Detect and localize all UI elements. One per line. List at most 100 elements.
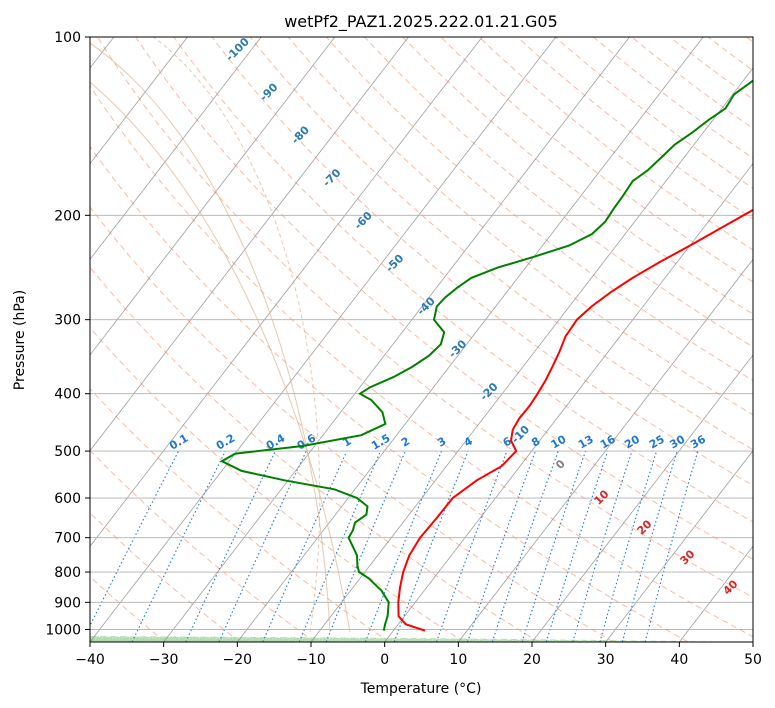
plot-frame xyxy=(89,36,754,643)
x-axis: −40 −30 −20 −10 0 10 20 30 40 50 xyxy=(75,642,762,668)
mixing-ratio-label: 0.1 xyxy=(167,432,190,453)
isohume-label: 0 xyxy=(553,457,568,472)
x-tick-label: 0 xyxy=(380,652,389,668)
mixing-ratio-line xyxy=(218,450,307,642)
moist-adiabat-line xyxy=(90,637,643,642)
profile-lines xyxy=(219,79,753,632)
isohume-label: -80 xyxy=(289,123,312,146)
isohume-label: -100 xyxy=(223,35,252,64)
x-tick-label: 40 xyxy=(670,652,688,668)
mixing-ratio-label: 10 xyxy=(549,432,569,451)
isotherm-line xyxy=(237,37,704,642)
theta-label: 40 xyxy=(721,577,741,597)
mixing-ratio-line xyxy=(262,450,348,642)
isotherm-line xyxy=(531,354,753,642)
mixing-ratio-label: 8 xyxy=(529,435,542,450)
mixing-ratio-label: 3 xyxy=(435,435,448,450)
mixing-ratio-line xyxy=(572,450,633,642)
mixing-ratio-line xyxy=(325,450,406,642)
mixing-ratio-line xyxy=(466,450,537,642)
dry-adiabat-line xyxy=(90,327,465,642)
dry-adiabat-line xyxy=(90,575,166,642)
mixing-ratio-label: 0.6 xyxy=(295,431,319,452)
mixing-ratio-label: 16 xyxy=(598,432,618,451)
isotherm-line xyxy=(679,545,753,642)
mixing-ratio-label: 2 xyxy=(399,435,412,450)
dry-adiabat-line xyxy=(745,37,753,43)
x-tick-label: 10 xyxy=(449,652,467,668)
mixing-ratio-label: 25 xyxy=(647,433,667,452)
x-axis-label: Temperature (°C) xyxy=(360,681,482,697)
isotherm-line xyxy=(605,450,753,642)
y-tick-label: 400 xyxy=(54,387,81,403)
reference-curve xyxy=(90,42,331,633)
isotherm-line xyxy=(310,67,753,642)
dry-adiabat-line xyxy=(90,388,390,642)
y-tick-label: 200 xyxy=(54,208,81,224)
dry-adiabat-line xyxy=(90,266,540,642)
mixing-ratio-line xyxy=(90,450,179,627)
x-tick-label: −40 xyxy=(75,652,105,668)
isotherm-line xyxy=(90,37,409,452)
theta-label: 20 xyxy=(635,517,655,537)
mixing-ratio-line xyxy=(545,450,609,642)
dry-adiabat-line xyxy=(631,37,753,130)
dry-adiabat-line xyxy=(135,37,753,560)
isotherm-line xyxy=(90,37,557,642)
dry-adiabat-line xyxy=(173,37,753,523)
dry-adiabat-line xyxy=(440,37,753,283)
reference-curve xyxy=(152,37,321,633)
x-tick-label: 30 xyxy=(597,652,615,668)
y-tick-label: 600 xyxy=(54,491,81,507)
dry-adiabat-line xyxy=(516,37,753,220)
dry-adiabat-line xyxy=(90,449,315,642)
mixing-ratio-line xyxy=(599,450,658,642)
dry-adiabat-line xyxy=(555,37,753,189)
line-labels: 0.1 0.2 0.4 0.6 1 1.5 2 3 4 6 8 10 13 16 20 25 30 36-100-… xyxy=(167,35,741,598)
dry-adiabat-line xyxy=(97,37,753,599)
y-tick-label: 300 xyxy=(54,313,81,329)
y-tick-label: 900 xyxy=(54,595,81,611)
moist-adiabat-line xyxy=(90,636,680,642)
dry-adiabat-line xyxy=(326,37,753,382)
isohume-label: -50 xyxy=(383,252,406,275)
chart-title: wetPf2_PAZ1.2025.222.01.21.G05 xyxy=(284,12,558,32)
x-tick-label: −30 xyxy=(149,652,179,668)
moist-adiabat-line xyxy=(90,635,717,642)
y-tick-label: 800 xyxy=(54,565,81,581)
mixing-ratio-label: 13 xyxy=(576,433,596,452)
isotherm-line xyxy=(90,37,188,165)
mixing-ratio-line xyxy=(435,450,508,642)
isotherm-line xyxy=(752,641,753,642)
isohume-label: -60 xyxy=(352,209,375,232)
mixing-ratio-line xyxy=(621,450,678,642)
isohume-label: -70 xyxy=(320,166,343,189)
mixing-ratio-line xyxy=(131,450,226,642)
temperature-profile-line xyxy=(397,208,753,632)
isotherm-line xyxy=(90,37,336,356)
x-tick-label: −20 xyxy=(223,652,253,668)
dewpoint-profile-line xyxy=(219,79,753,631)
theta-label: 10 xyxy=(592,487,612,507)
dry-adiabat-line xyxy=(90,145,689,642)
mixing-ratio-line xyxy=(491,450,559,642)
dry-adiabat-line xyxy=(478,37,753,251)
mixing-ratio-label: 20 xyxy=(622,432,642,451)
isotherm-line xyxy=(163,37,630,642)
x-tick-label: −10 xyxy=(296,652,326,668)
mixing-ratio-label: 0.2 xyxy=(214,432,237,453)
mixing-ratio-line xyxy=(644,450,699,642)
y-axis: 100 200 300 400 500 600 700 800 900 1000 xyxy=(45,30,90,638)
dry-adiabat-line xyxy=(707,37,753,72)
mixing-ratio-line xyxy=(521,450,587,642)
dry-adiabat-line xyxy=(211,37,753,486)
y-tick-label: 700 xyxy=(54,531,81,547)
dry-adiabat-line xyxy=(287,37,753,416)
isotherm-line xyxy=(90,37,262,260)
dry-adiabat-line xyxy=(364,37,753,348)
mixing-ratio-label: 30 xyxy=(667,432,687,451)
mixing-ratio-line xyxy=(298,450,382,642)
dry-adiabat-line xyxy=(249,37,753,451)
y-tick-label: 500 xyxy=(54,444,81,460)
